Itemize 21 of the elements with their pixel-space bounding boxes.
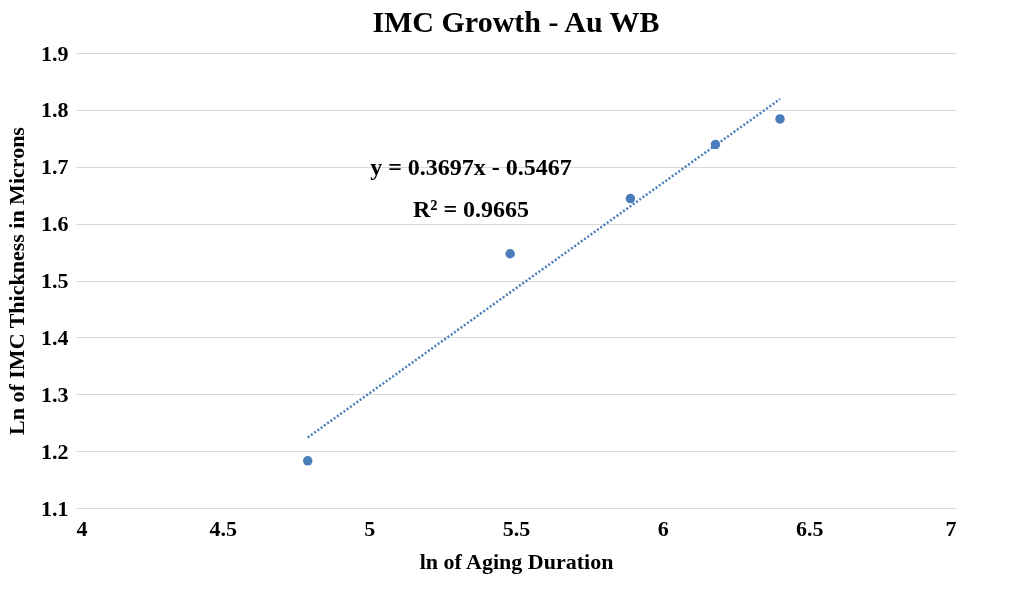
y-tick-label: 1.9 bbox=[41, 40, 69, 66]
x-tick-label: 4.5 bbox=[209, 515, 237, 541]
x-tick-label: 5.5 bbox=[502, 515, 531, 541]
chart-title: IMC Growth - Au WB bbox=[372, 5, 660, 38]
y-tick-label: 1.2 bbox=[41, 438, 69, 464]
x-tick-label: 6 bbox=[657, 515, 669, 541]
y-tick-label: 1.7 bbox=[41, 154, 69, 180]
y-tick-label: 1.5 bbox=[41, 268, 69, 293]
y-tick-label: 1.8 bbox=[41, 97, 69, 123]
annotation: y = 0.3697x - 0.5467 bbox=[370, 154, 572, 180]
annotation: R² = 0.9665 bbox=[412, 196, 530, 222]
y-tick-label: 1.4 bbox=[41, 324, 69, 350]
x-axis-title: ln of Aging Duration bbox=[419, 548, 614, 574]
x-tick-label: 7 bbox=[945, 515, 957, 541]
y-tick-label: 1.6 bbox=[41, 211, 69, 237]
x-tick-label: 5 bbox=[364, 515, 376, 541]
y-tick-label: 1.1 bbox=[41, 495, 69, 521]
y-axis-title: Ln of IMC Thickness in Microns bbox=[4, 126, 29, 435]
x-tick-label: 6.5 bbox=[796, 515, 824, 541]
x-tick-label: 4 bbox=[76, 515, 88, 541]
y-tick-label: 1.3 bbox=[41, 381, 69, 407]
